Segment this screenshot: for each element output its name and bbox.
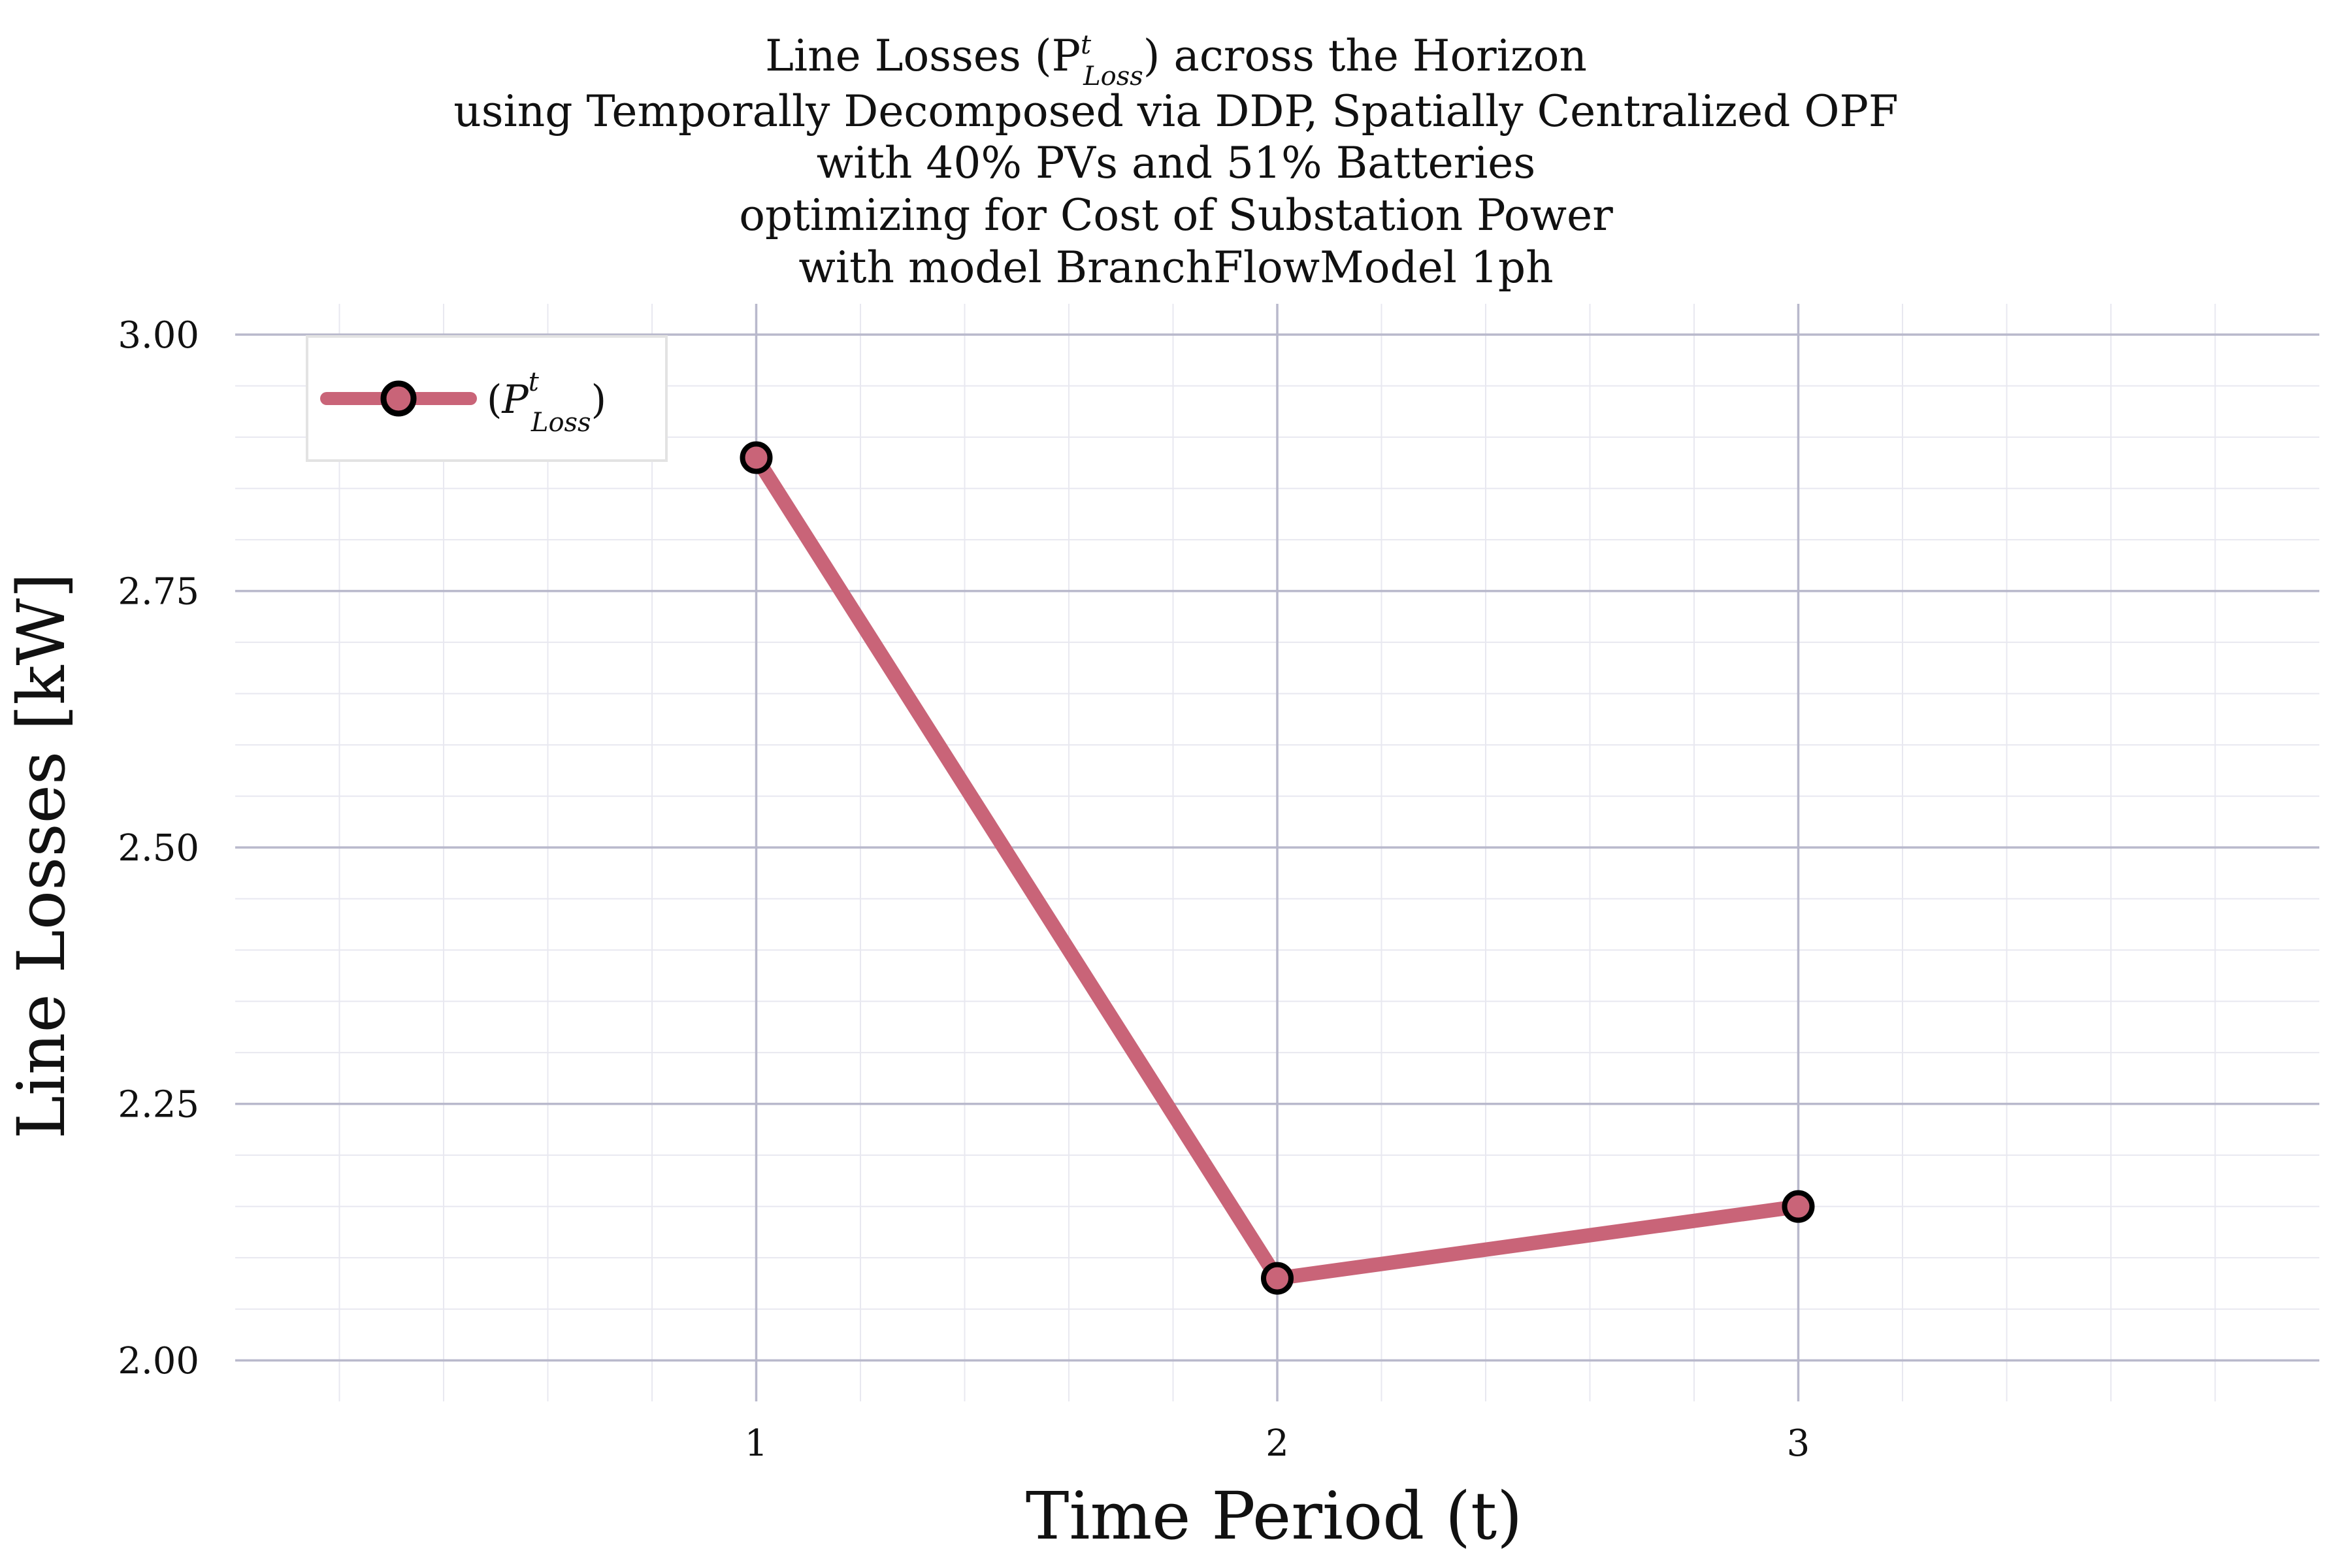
y-tick-label: 2.75 — [118, 571, 199, 613]
y-tick-label: 3.00 — [118, 314, 199, 357]
y-tick-label: 2.50 — [118, 827, 199, 870]
y-axis-ticks: 2.00 2.25 2.50 2.75 3.00 — [118, 314, 199, 1382]
title-line-2: using Temporally Decomposed via DDP, Spa… — [453, 86, 1898, 137]
x-axis-label: Time Period (t) — [1026, 1478, 1522, 1554]
title-line-3: with 40% PVs and 51% Batteries — [817, 138, 1536, 188]
title-line-5: with model BranchFlowModel 1ph — [798, 242, 1553, 293]
data-point — [1782, 1190, 1815, 1223]
x-tick-label: 1 — [745, 1422, 768, 1465]
chart-title: Line Losses (Pt Loss) across the Horizon … — [453, 30, 1898, 293]
y-tick-label: 2.00 — [118, 1340, 199, 1382]
y-axis-label: Line Losses [kW] — [3, 573, 80, 1139]
data-point — [740, 441, 773, 474]
title-line-4: optimizing for Cost of Substation Power — [739, 190, 1613, 240]
legend-label: (Pt Loss) — [487, 367, 606, 438]
x-axis-ticks: 1 2 3 — [745, 1422, 1810, 1465]
legend: (Pt Loss) — [306, 335, 668, 462]
y-tick-label: 2.25 — [118, 1084, 199, 1126]
x-tick-label: 2 — [1266, 1422, 1289, 1465]
x-tick-label: 3 — [1787, 1422, 1810, 1465]
data-point — [1261, 1262, 1294, 1295]
legend-marker-sample — [380, 380, 417, 417]
title-line-1: Line Losses (Pt Loss) across the Horizon — [765, 30, 1587, 91]
series-layer — [740, 441, 1815, 1295]
